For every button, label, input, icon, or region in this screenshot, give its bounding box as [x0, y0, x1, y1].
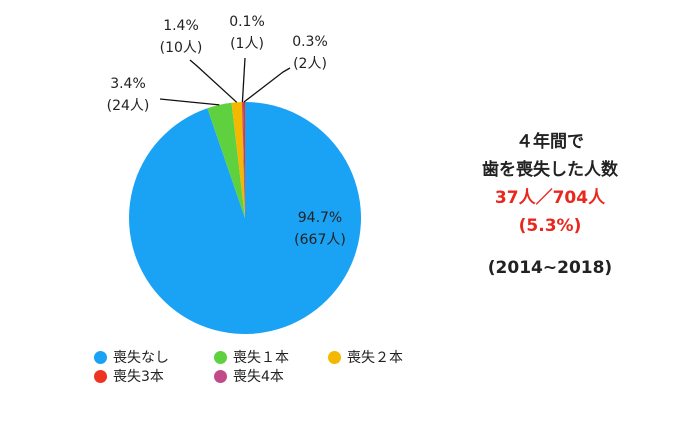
- legend-swatch: [328, 350, 341, 364]
- summary-count: 37人／704人: [494, 188, 606, 208]
- data-label-count: (2人): [293, 56, 327, 72]
- summary-line-2: 歯を喪失した人数: [482, 160, 618, 180]
- legend-item: 喪失２本: [328, 347, 403, 367]
- leader-line: [243, 67, 291, 103]
- summary-period: (2014~2018): [487, 258, 613, 278]
- summary-line-1: ４年間で: [516, 132, 584, 152]
- data-label-percent: 1.4%: [163, 18, 199, 34]
- legend-swatch: [94, 350, 107, 364]
- data-label-count: (667人): [294, 232, 346, 248]
- legend-item: 喪失なし: [94, 347, 169, 367]
- pie-slice: [207, 102, 245, 218]
- data-label-count: (1人): [230, 36, 264, 52]
- legend-label: 喪失なし: [113, 350, 169, 366]
- summary-percent: (5.3%): [518, 216, 582, 236]
- summary-box: ４年間で 歯を喪失した人数 37人／704人 (5.3%) (2014~2018…: [430, 128, 670, 282]
- legend-swatch: [214, 369, 227, 383]
- data-label-percent: 0.1%: [229, 14, 265, 30]
- pie-chart: 94.7% (667人) 3.4% (24人) 1.4% (10人) 0.1% (1人) 0.3…: [107, 14, 361, 334]
- data-label-count: (10人): [160, 40, 203, 56]
- pie-slice: [241, 102, 245, 218]
- leader-line: [159, 98, 220, 106]
- data-label-percent: 3.4%: [110, 76, 146, 92]
- legend-swatch: [94, 369, 107, 383]
- legend-item: 喪失3本: [94, 366, 164, 386]
- data-label-percent: 0.3%: [292, 34, 328, 50]
- legend-label: 喪失4本: [233, 369, 284, 385]
- legend-swatch: [214, 350, 227, 364]
- leader-line: [241, 57, 246, 103]
- leader-line: [189, 59, 238, 103]
- legend-label: 喪失２本: [347, 350, 403, 366]
- data-label-count: (24人): [107, 98, 150, 114]
- legend-label: 喪失１本: [233, 350, 289, 366]
- legend-item: 喪失１本: [214, 347, 289, 367]
- pie-slice: [242, 102, 245, 218]
- legend-item: 喪失4本: [214, 366, 284, 386]
- data-label-percent: 94.7%: [298, 210, 342, 226]
- pie-slice: [231, 102, 245, 218]
- legend-label: 喪失3本: [113, 369, 164, 385]
